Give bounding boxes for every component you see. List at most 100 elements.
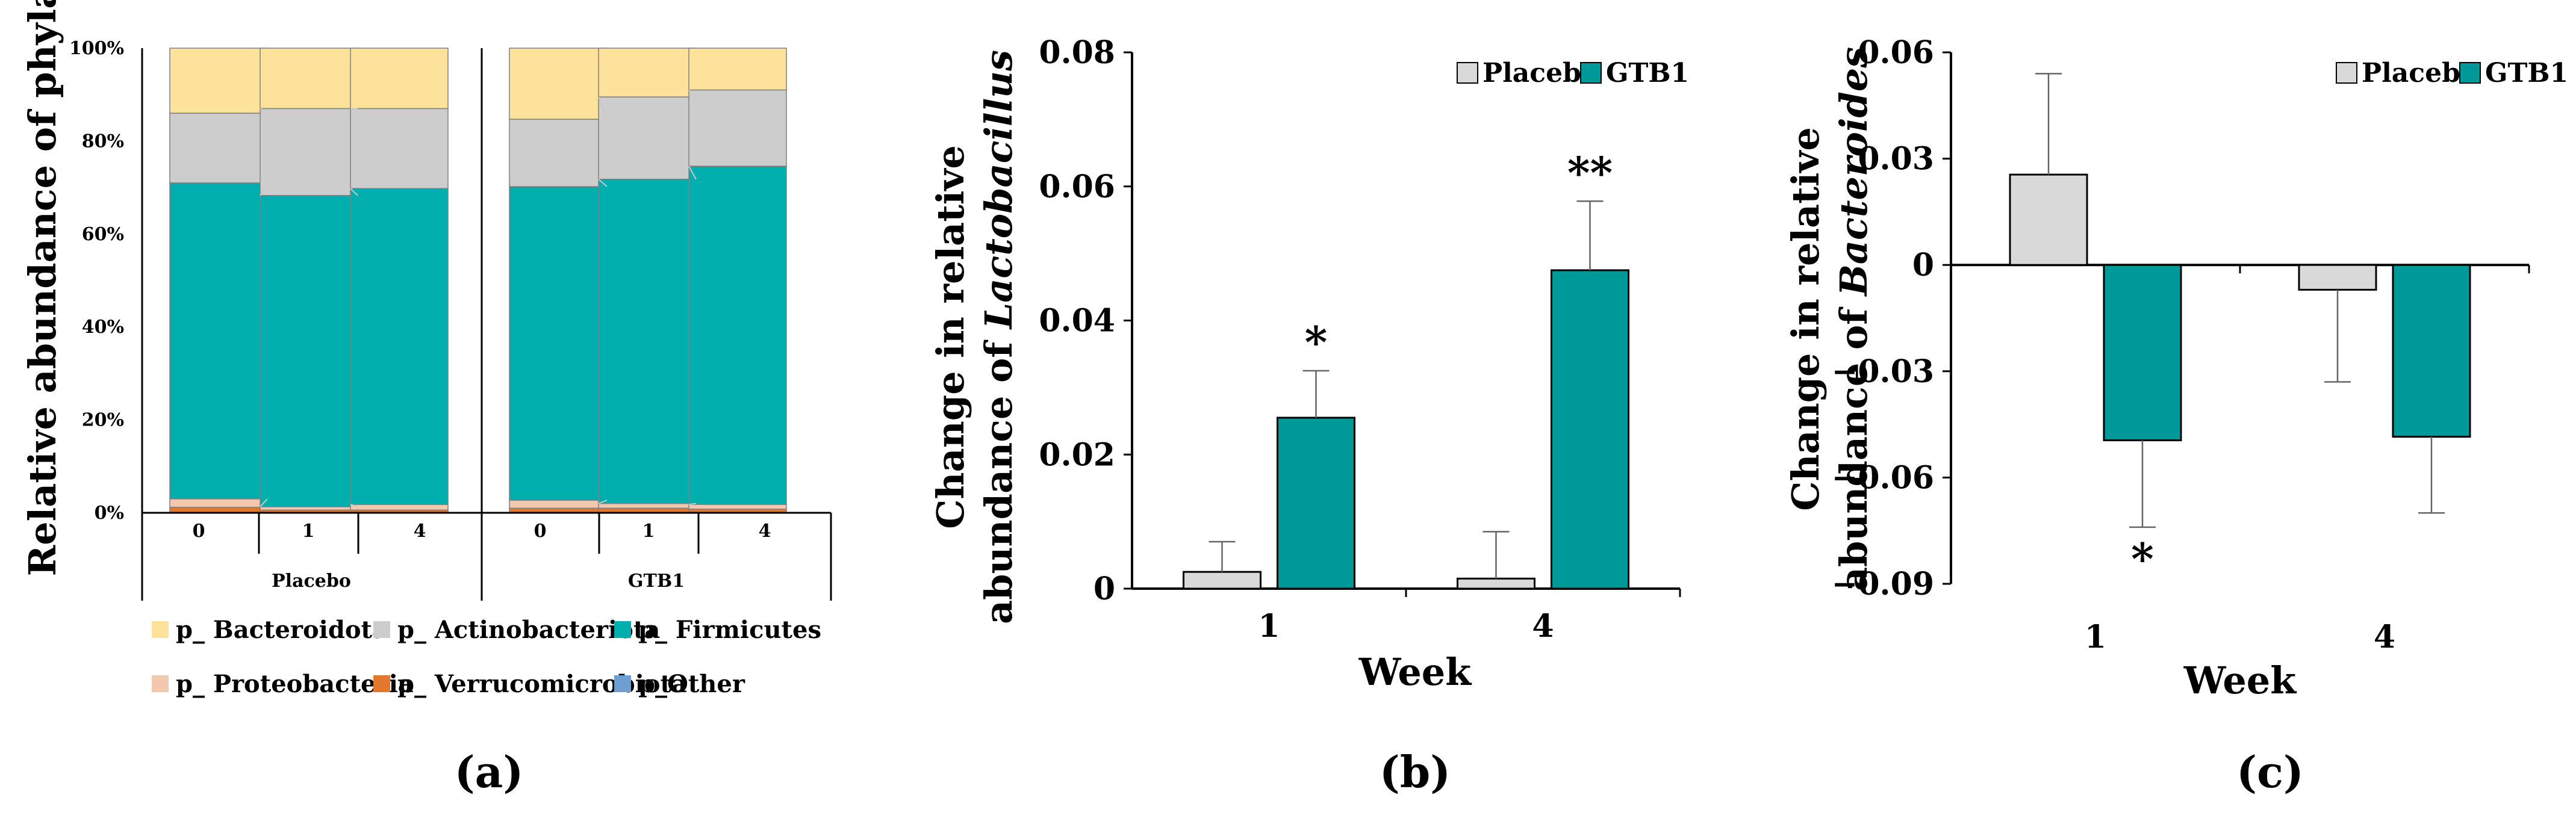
legend-label-gtb1: GTB1 (1606, 58, 1689, 88)
stacked-bar-segment-p-actinobacteriota (169, 113, 268, 184)
legend-swatch-p-other (614, 675, 631, 692)
y-tick-label-c: −0.09 (1832, 566, 1934, 602)
stacked-bar-segment-p-firmicutes (688, 166, 787, 505)
y-axis-title-line2-b: abundance of Lactobacillus (977, 50, 1021, 624)
stacked-bar-segment-p-actinobacteriota (260, 108, 358, 196)
stacked-bar-segment-p-actinobacteriota (688, 89, 787, 167)
x-category-label-a: 4 (414, 521, 426, 542)
legend-label-gtb1: GTB1 (2485, 58, 2568, 88)
x-category-label-a: 1 (642, 521, 655, 542)
stacked-bar-segment-p-bacteroidota (260, 48, 358, 110)
connector-line (350, 188, 358, 196)
stacked-bar-segment-p-actinobacteriota (598, 96, 697, 180)
bar-placebo-week-4 (2298, 264, 2377, 291)
group-label-placebo: Placebo (272, 571, 351, 592)
y-tick-label-c: −0.03 (1832, 353, 1934, 390)
legend-label-placebo: Placebo (2362, 58, 2478, 88)
y-tick-label-b: 0.06 (1039, 169, 1115, 205)
stacked-bar-segment-p-firmicutes (350, 188, 449, 505)
legend-swatch-p-bacteroidota (152, 621, 169, 638)
y-axis-title-line2-c: abundance of Bacteroides (1832, 47, 1876, 591)
bar-placebo-week-1 (1183, 571, 1262, 590)
x-category-label-b: 4 (1532, 608, 1554, 645)
y-tick-label-c: 0.03 (1858, 141, 1934, 178)
legend-swatch-p-proteobacteria (152, 675, 169, 692)
legend-label-p-other: p_Other (638, 670, 745, 698)
significance-marker: * (2131, 533, 2154, 584)
y-tick-label-a: 100% (69, 38, 124, 59)
x-axis-title-b: Week (1358, 650, 1472, 694)
y-tick-label-a: 40% (82, 317, 124, 338)
x-category-label-c: 1 (2085, 619, 2106, 655)
stacked-bar-segment-p-proteobacteria (598, 503, 697, 509)
connector-line (598, 178, 608, 187)
connector-line (260, 498, 268, 507)
stacked-bar-segment-p-proteobacteria (509, 500, 608, 509)
stacked-bar-segment-p-bacteroidota (598, 48, 697, 98)
legend-label-p-verrucomicrobiota: p_ Verrucomicrobiota (397, 670, 687, 698)
bar-gtb1-week-4 (1551, 269, 1629, 590)
stacked-bar-segment-p-proteobacteria (688, 504, 787, 510)
stacked-bar-segment-p-firmicutes (260, 194, 358, 507)
y-tick-label-a: 60% (82, 224, 124, 245)
connector-line (260, 182, 268, 196)
bar-placebo-week-4 (1457, 577, 1535, 590)
y-axis-title-line1-b: Change in relative (929, 145, 972, 529)
stacked-bar-segment-p-bacteroidota (509, 48, 608, 120)
panel-b: 0 0.02 0.04 0.06 0.08 1 * 4 ** Week Change in rela… (929, 34, 1689, 797)
connector-line (688, 166, 697, 180)
x-category-label-a: 0 (534, 521, 547, 542)
x-category-label-c: 4 (2374, 619, 2395, 655)
stacked-bar-segment-p-actinobacteriota (350, 108, 449, 189)
connector-line (598, 96, 608, 120)
y-axis-title-prefix: abundance of (977, 329, 1021, 624)
x-category-label-a: 1 (302, 521, 315, 542)
y-axis-title-a: Relative abundance of phyla (20, 0, 64, 576)
y-axis-title-line1-c: Change in relative (1784, 127, 1828, 511)
y-tick-label-b: 0.02 (1039, 436, 1115, 473)
y-tick-label-a: 20% (82, 410, 124, 431)
x-category-label-b: 1 (1258, 608, 1280, 645)
panel-label-b: (b) (1380, 746, 1451, 797)
stacked-bar-segment-p-actinobacteriota (509, 119, 608, 187)
stacked-bar-segment-p-bacteroidota (169, 48, 268, 114)
connector-line (688, 89, 697, 98)
stacked-bar-segment-p-proteobacteria (260, 506, 358, 511)
legend-swatch-p-firmicutes (614, 621, 631, 638)
stacked-bar-segment-p-proteobacteria (350, 504, 449, 511)
stacked-bar-segment-p-bacteroidota (350, 48, 449, 110)
panel-a: 0% 20% 40% 60% 80% 100% 0 1 4 0 1 4 Placebo GTB1 Relat… (20, 0, 832, 797)
stacked-bar-segment-p-firmicutes (509, 186, 608, 501)
legend-label-placebo: Placebo (1482, 58, 1599, 88)
connector-line (598, 500, 608, 504)
connector-line (688, 503, 697, 506)
y-axis-title-genus: Lactobacillus (977, 50, 1021, 330)
significance-marker: * (1305, 317, 1328, 368)
legend-swatch-gtb1 (1580, 62, 1602, 84)
stacked-bar-segment-p-firmicutes (598, 178, 697, 504)
bar-gtb1-week-1 (1277, 416, 1355, 590)
y-axis-title-prefix: abundance of (1832, 296, 1876, 592)
y-tick-label-b: 0.04 (1039, 303, 1115, 339)
legend-swatch-placebo (2336, 62, 2357, 84)
connector-line (350, 504, 358, 507)
legend-label-p-firmicutes: p_ Firmicutes (638, 616, 821, 644)
panel-label-c: (c) (2236, 746, 2304, 797)
x-axis-title-c: Week (2183, 658, 2297, 702)
significance-marker: ** (1567, 147, 1613, 198)
y-tick-label-c: −0.06 (1832, 459, 1934, 496)
group-label-gtb1: GTB1 (628, 571, 685, 592)
y-tick-label-a: 0% (95, 503, 124, 524)
stacked-bar-segment-p-proteobacteria (169, 498, 268, 508)
bar-placebo-week-1 (2009, 173, 2088, 266)
legend-swatch-p-verrucomicrobiota (373, 675, 390, 692)
y-tick-label-b: 0.08 (1039, 34, 1115, 71)
y-tick-label-b: 0 (1094, 571, 1115, 607)
bar-gtb1-week-4 (2392, 264, 2471, 438)
y-tick-label-c: 0 (1912, 247, 1934, 283)
y-axis-title-genus: Bacteroides (1832, 47, 1876, 297)
legend-swatch-placebo (1457, 62, 1478, 84)
stacked-bar-segment-p-firmicutes (169, 182, 268, 500)
x-category-label-a: 0 (193, 521, 205, 542)
